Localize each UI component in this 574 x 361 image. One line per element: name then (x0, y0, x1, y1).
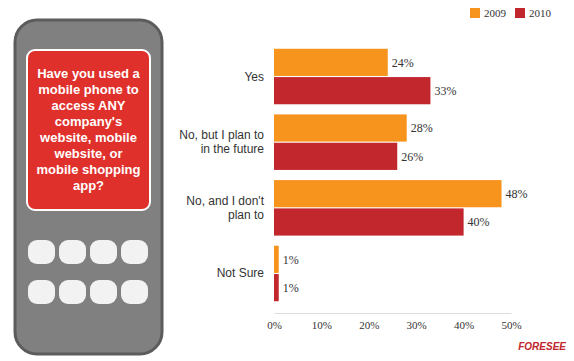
text-line: mobile phone to (38, 82, 138, 97)
x-tick: 0% (267, 313, 282, 331)
phone-button (28, 280, 55, 304)
phone-body (15, 20, 162, 354)
annotation: FORESEE (518, 341, 566, 352)
text-line: Have you used a (37, 66, 140, 81)
y-tick-label: No, but I plan toin the future (179, 128, 264, 156)
chart-container: Have you used amobile phone toaccess ANY… (0, 0, 574, 361)
text-line: access ANY (52, 98, 126, 113)
y-tick-label: Yes (244, 70, 264, 84)
legend-swatch (470, 8, 480, 18)
data-label: 48% (506, 187, 528, 201)
bar (274, 180, 502, 207)
text-line: website, or (54, 146, 123, 161)
bar (274, 274, 279, 301)
x-tick-label: 50% (501, 319, 521, 331)
x-tick: 30% (407, 313, 427, 331)
text-line: Yes (244, 70, 264, 84)
phone-button (90, 240, 117, 264)
x-axis-line (275, 313, 512, 314)
bar (274, 77, 430, 104)
x-tick-label: 0% (267, 319, 282, 331)
x-tick-label: 30% (407, 319, 427, 331)
phone-button (28, 240, 55, 264)
phone-screen (27, 50, 150, 210)
data-label: 26% (401, 150, 423, 164)
data-label: 24% (392, 56, 414, 70)
legend: 2009 2010 (470, 7, 552, 19)
data-labels: 24% 28% 48% 1% 33% 26% 40% 1% (283, 56, 528, 295)
chart-svg: Have you used amobile phone toaccess ANY… (0, 0, 574, 361)
y-tick: Not Sure (217, 266, 265, 280)
x-tick-label: 40% (454, 319, 474, 331)
bar (274, 49, 388, 76)
text-line: No, but I plan to (179, 128, 264, 142)
text-line: app? (73, 178, 104, 193)
text-line: in the future (201, 142, 265, 156)
x-axis: 0% 10% 20% 30% 40% 50% (267, 313, 521, 331)
text-line: No, and I don't (186, 194, 264, 208)
bar (274, 114, 407, 141)
y-tick: Yes (244, 70, 264, 84)
data-label: 1% (283, 253, 299, 267)
legend-label: 2010 (529, 7, 552, 19)
text-line: website, mobile (39, 130, 137, 145)
phone-button (121, 280, 148, 304)
data-label: 1% (283, 281, 299, 295)
phone-button (90, 280, 117, 304)
y-tick-label: Not Sure (217, 266, 265, 280)
text-line: plan to (228, 208, 264, 222)
bar (274, 246, 279, 273)
y-tick: No, but I plan toin the future (179, 128, 264, 156)
x-tick: 50% (501, 313, 521, 331)
data-label: 40% (468, 215, 490, 229)
phone-button (59, 240, 86, 264)
y-tick: No, and I don'tplan to (186, 194, 264, 222)
phone-button (59, 280, 86, 304)
x-tick: 20% (359, 313, 379, 331)
bar (274, 143, 397, 170)
x-tick-label: 10% (312, 319, 332, 331)
x-tick-label: 20% (359, 319, 379, 331)
y-tick-label: No, and I don'tplan to (186, 194, 264, 222)
bars (274, 49, 502, 301)
data-label: 28% (411, 121, 433, 135)
x-tick: 10% (312, 313, 332, 331)
legend-label: 2009 (484, 7, 507, 19)
text-line: Not Sure (217, 266, 265, 280)
title: Have you used amobile phone toaccess ANY… (37, 66, 141, 193)
data-label: 33% (434, 84, 456, 98)
legend-swatch (515, 8, 525, 18)
phone (15, 20, 162, 354)
x-tick: 40% (454, 313, 474, 331)
text-line: company's (55, 114, 122, 129)
y-axis: Yes No, but I plan toin the future No, and… (179, 70, 264, 281)
phone-button (121, 240, 148, 264)
text-line: mobile shopping (37, 162, 141, 177)
bar (274, 208, 464, 235)
